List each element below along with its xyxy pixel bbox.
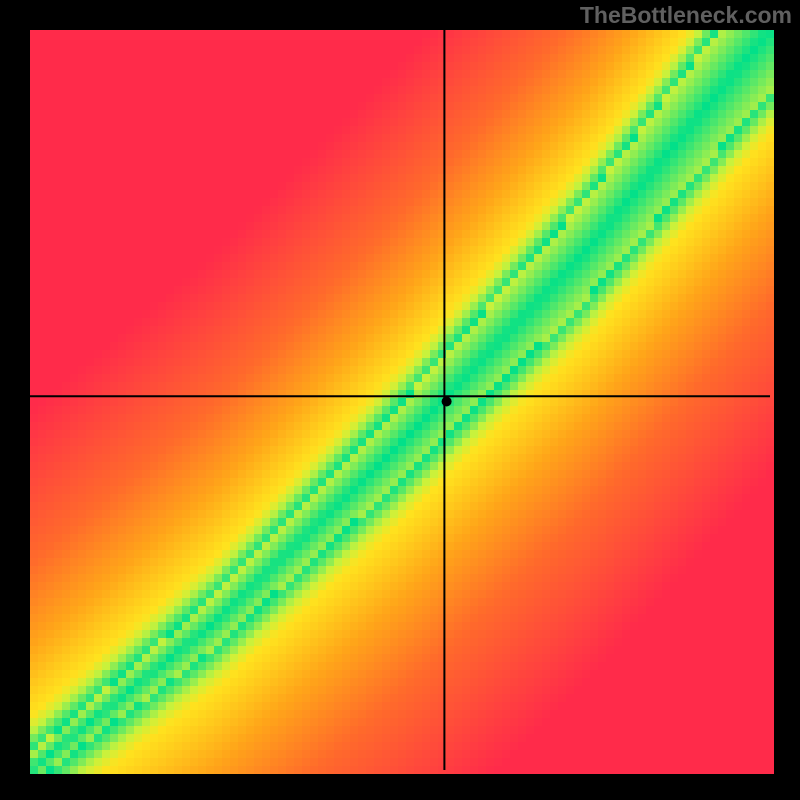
watermark-text: TheBottleneck.com [580, 2, 792, 29]
bottleneck-heatmap [0, 0, 800, 800]
figure-container: { "meta": { "watermark_text": "TheBottle… [0, 0, 800, 800]
